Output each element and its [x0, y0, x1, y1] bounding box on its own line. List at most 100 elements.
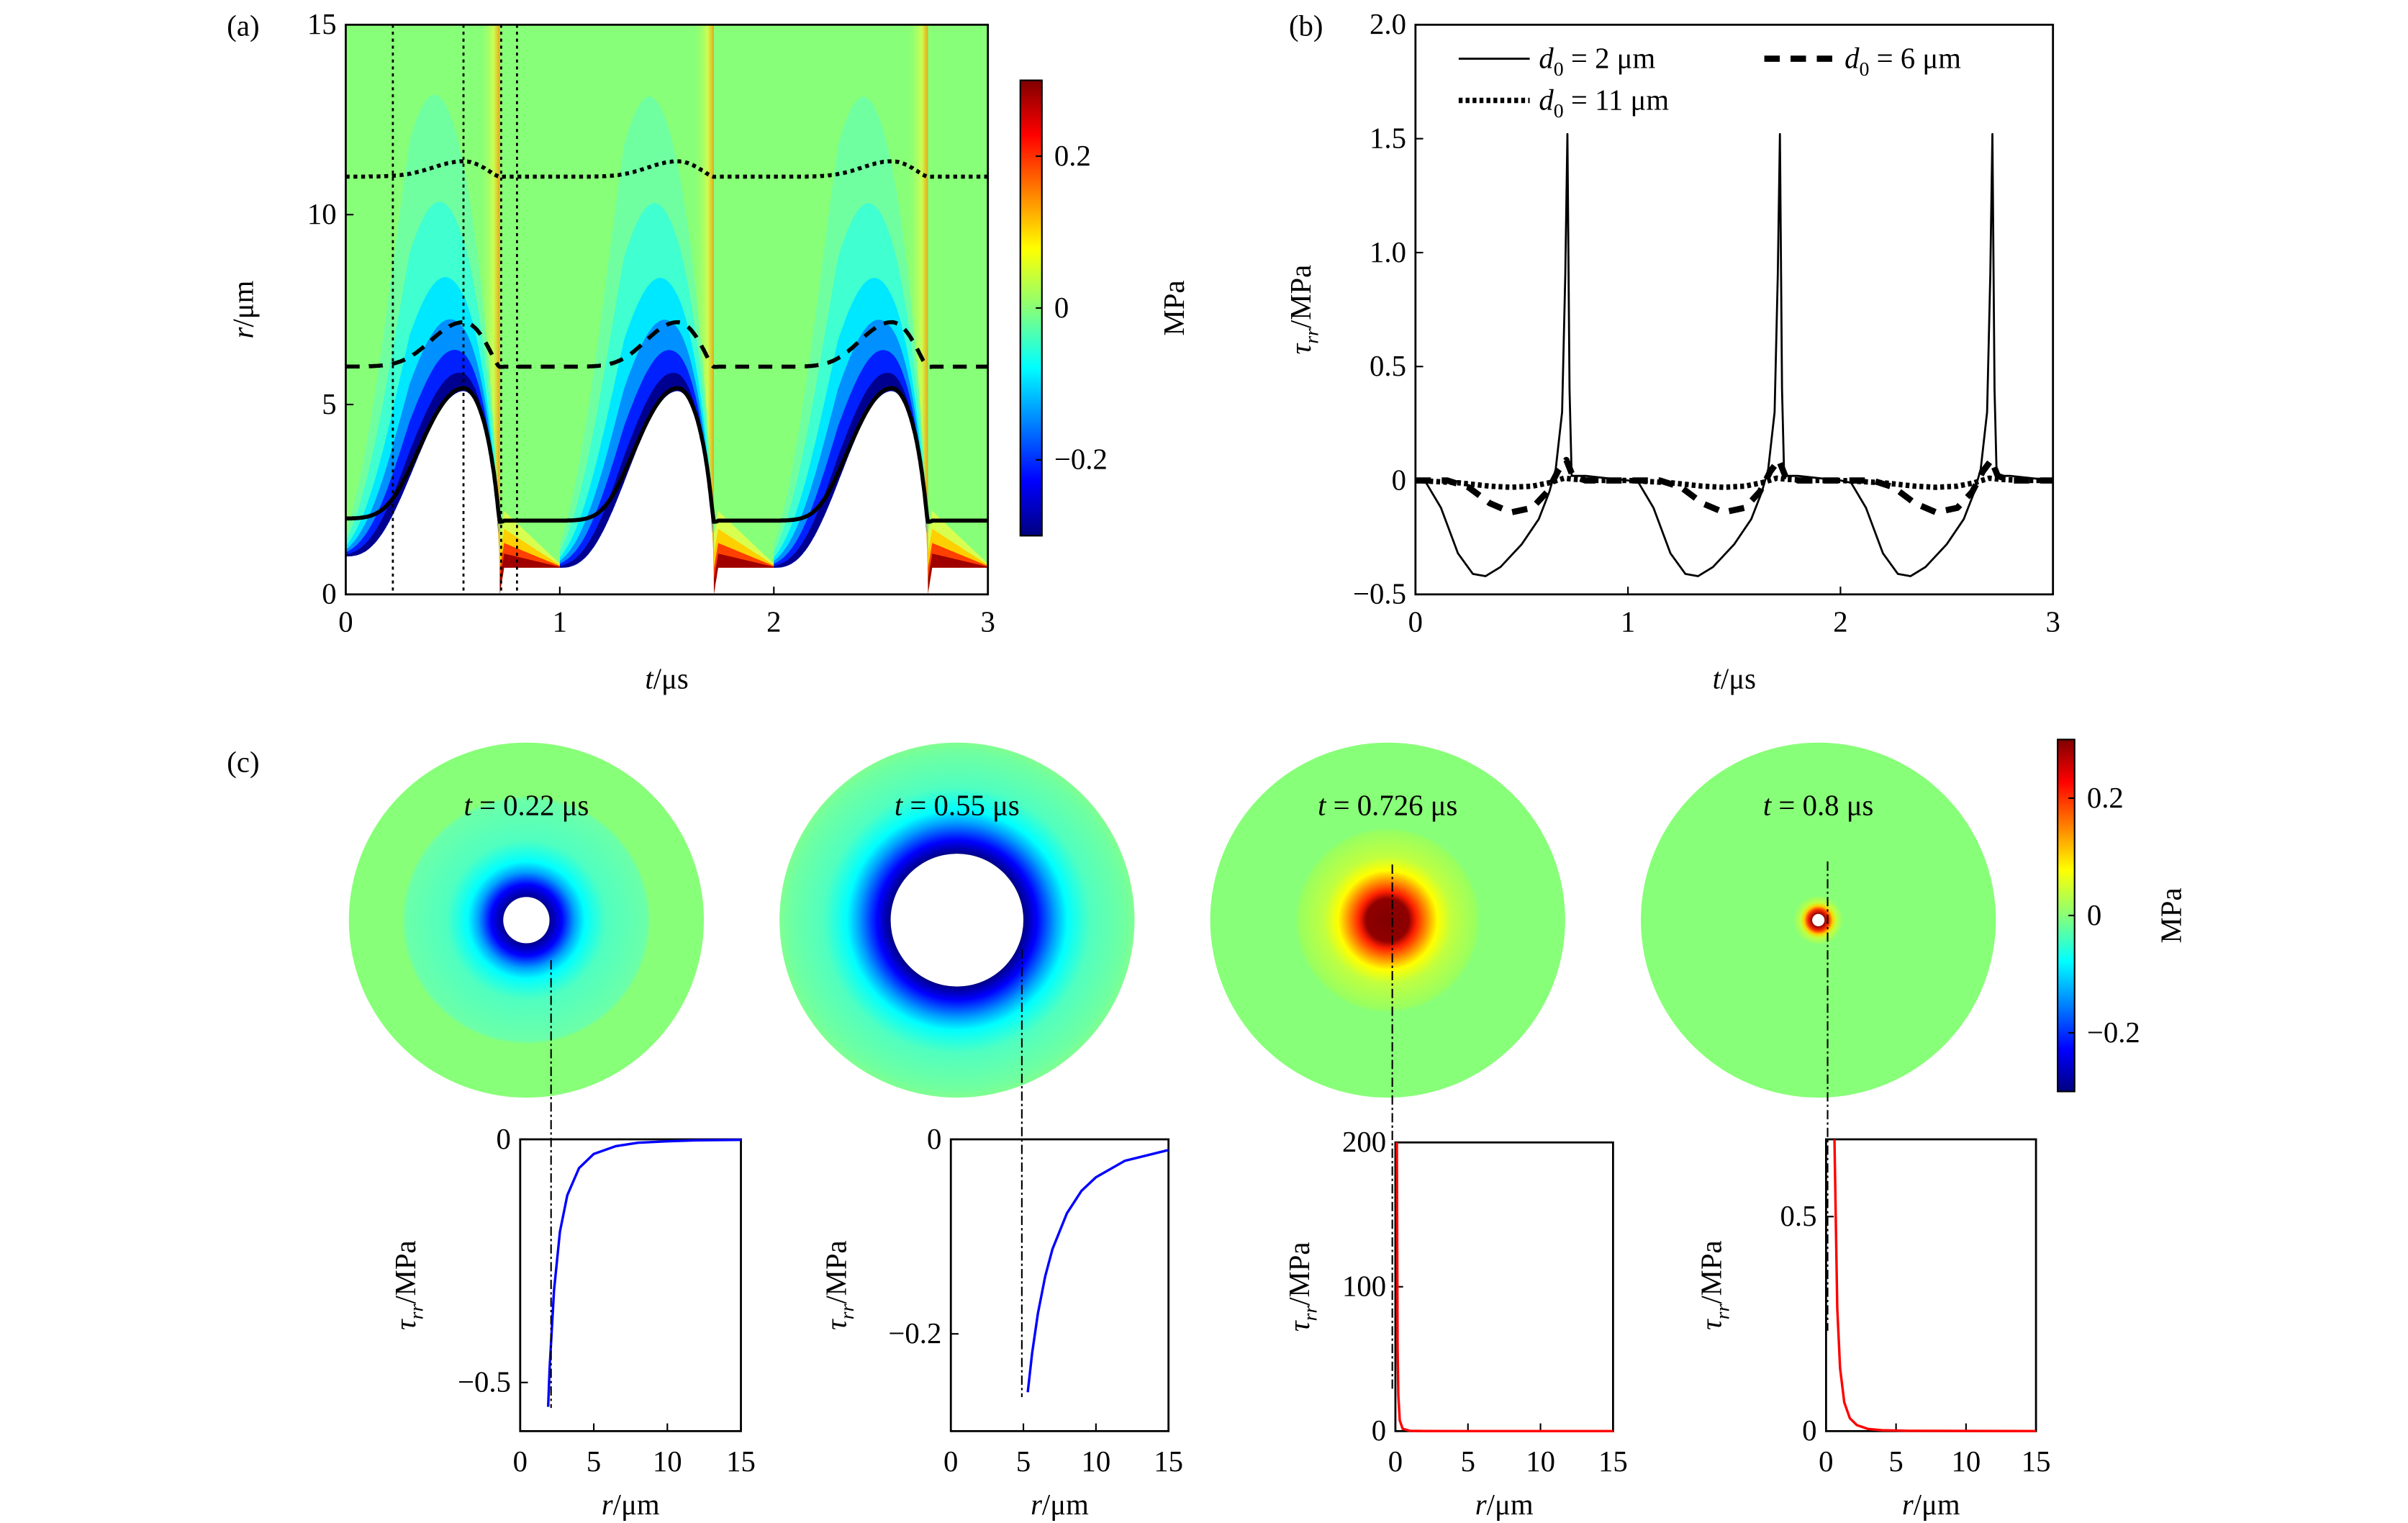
y-axis-label: τrr/MPa	[1696, 1240, 1734, 1330]
x-axis-label: r/μm	[602, 1488, 660, 1521]
y-axis-label: τrr/MPa	[389, 1240, 428, 1330]
y-axis-label-part: rr	[1711, 1304, 1734, 1320]
x-axis-label-part: /μm	[1487, 1488, 1534, 1521]
colorbar-tick-label: 0.2	[2087, 782, 2124, 814]
x-axis-label: t/μs	[645, 663, 688, 695]
legend-sub: 0	[1859, 58, 1869, 81]
plot-frame	[1394, 1141, 1614, 1432]
colorbar-tick-label: −0.2	[2087, 1016, 2140, 1049]
plot-frame	[1414, 23, 2055, 596]
y-tick-label: 0	[927, 1123, 941, 1155]
y-axis-label-part: τ	[1283, 1320, 1316, 1332]
colorbar-unit-label: MPa	[2155, 887, 2188, 943]
x-tick-label: 2	[1833, 605, 1847, 638]
trajectory-line-d0-6	[345, 320, 988, 369]
x-tick-label: 0	[513, 1445, 528, 1478]
x-axis-label: t/μs	[1713, 663, 1756, 695]
colorbar-tick-label: 0	[2087, 899, 2101, 931]
x-axis-label-part: t	[1713, 663, 1722, 695]
radial-stress-curve	[1833, 1139, 2037, 1433]
radial-stress-curve	[1026, 1149, 1169, 1393]
y-axis-label: τrr/MPa	[1285, 265, 1323, 355]
colorbar-tick-label: 0.2	[1054, 140, 1091, 172]
bubble-hole	[890, 854, 1024, 987]
panel-a: 0 1 2 3 0 5 10 15 t/μs r/μm 0.2 0 −0.2 MPa	[227, 8, 1190, 695]
x-axis-label-part: t	[645, 663, 654, 695]
heatmap-positive-stress-region	[714, 543, 774, 595]
y-tick-label: 0	[322, 578, 336, 610]
x-tick-label: 15	[2022, 1445, 2051, 1478]
y-axis-label: τrr/MPa	[1283, 1242, 1322, 1332]
legend-label: d0 = 11 μm	[1539, 83, 1669, 122]
legend-text: = 6 μm	[1869, 42, 1961, 74]
y-tick-label: −0.5	[458, 1366, 511, 1398]
panel-label-b: (b)	[1289, 9, 1323, 42]
x-tick-label: 1	[553, 605, 567, 638]
x-tick-label: 5	[1016, 1445, 1031, 1478]
y-tick-label: 2.0	[1370, 8, 1406, 40]
x-tick-label: 10	[1526, 1445, 1555, 1478]
x-tick-label: 3	[981, 605, 995, 638]
heatmap-positive-stress-region	[928, 543, 988, 595]
x-tick-label: 0	[1388, 1445, 1403, 1478]
plot-frame	[1824, 1138, 2037, 1432]
snapshot-text: = 0.726 μs	[1326, 790, 1457, 822]
y-tick-label: 0	[497, 1123, 511, 1155]
x-tick-label: 5	[1888, 1445, 1903, 1478]
radial-stress-curve	[1395, 1142, 1613, 1433]
heatmap-negative-stress-region	[345, 350, 499, 557]
x-tick-label: 2	[766, 605, 781, 638]
stress-field-disk	[1210, 742, 1565, 1098]
y-axis-label-part: rr	[1301, 328, 1323, 344]
y-tick-label: −0.2	[888, 1317, 941, 1350]
y-tick-label: 15	[307, 8, 337, 40]
x-axis-label-part: /μs	[1721, 663, 1756, 695]
x-axis-label-part: /μm	[1914, 1488, 1960, 1521]
plot-frame	[949, 1138, 1170, 1432]
y-axis-label-part: /MPa	[1283, 1242, 1316, 1305]
y-tick-label: −0.5	[1353, 578, 1406, 610]
y-tick-label: 0	[1392, 464, 1406, 496]
x-tick-label: 5	[1461, 1445, 1475, 1478]
y-tick-label: 0.5	[1780, 1200, 1817, 1232]
y-axis-label-part: rr	[1300, 1306, 1322, 1321]
y-tick-label: 0.5	[1370, 350, 1406, 382]
legend-var: d	[1539, 42, 1554, 74]
y-axis-label: r/μm	[227, 280, 260, 338]
x-tick-label: 10	[1081, 1445, 1110, 1478]
x-tick-label: 15	[726, 1445, 756, 1478]
y-axis-label-part: /MPa	[820, 1240, 852, 1303]
panel-label-c: (c)	[227, 746, 259, 778]
y-tick-label: 100	[1342, 1270, 1386, 1303]
snapshot-time-label: t = 0.726 μs	[1318, 790, 1457, 822]
colorbar-tick-label: 0	[1054, 292, 1069, 324]
legend-var: d	[1845, 42, 1860, 74]
y-tick-label: 10	[307, 198, 337, 230]
legend-sub: 0	[1554, 58, 1564, 81]
x-tick-label: 5	[587, 1445, 601, 1478]
snapshot-time-label: t = 0.55 μs	[895, 790, 1020, 822]
snapshot-var: t	[463, 790, 473, 822]
y-tick-label: 200	[1342, 1126, 1386, 1158]
x-axis-label-part: r	[1031, 1488, 1042, 1521]
y-axis-label-part: /MPa	[1696, 1240, 1728, 1303]
snapshot-var: t	[1318, 790, 1327, 822]
x-tick-label: 1	[1621, 605, 1635, 638]
radial-stress-curve	[546, 1138, 741, 1407]
bubble-hole	[1812, 913, 1825, 926]
heatmap-positive-stress-region	[499, 543, 560, 595]
legend-text: = 2 μm	[1564, 42, 1656, 74]
x-tick-label: 0	[1408, 605, 1423, 638]
legend-var: d	[1539, 83, 1554, 116]
x-axis-label: r/μm	[1902, 1488, 1960, 1521]
x-tick-label: 10	[653, 1445, 682, 1478]
x-axis-label-part: r	[1902, 1488, 1914, 1521]
snapshot-text: = 0.55 μs	[902, 790, 1020, 822]
y-axis-label-part: τ	[1285, 343, 1317, 354]
x-tick-label: 0	[1819, 1445, 1833, 1478]
x-tick-label: 0	[338, 605, 353, 638]
snapshot-var: t	[1763, 790, 1773, 822]
y-axis-label-part: /MPa	[389, 1240, 422, 1303]
